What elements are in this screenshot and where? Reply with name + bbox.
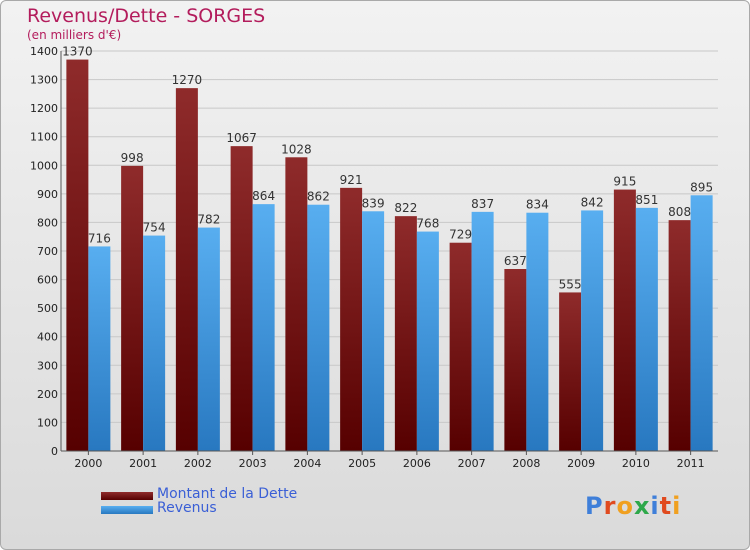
bar-revenus — [88, 246, 111, 451]
proxiti-logo: Proxiti — [585, 492, 682, 520]
bar-dette — [340, 187, 363, 451]
bar-revenus — [362, 211, 385, 451]
y-tick-label: 100 — [37, 416, 58, 429]
y-tick-label: 600 — [37, 274, 58, 287]
x-tick-label: 2000 — [74, 457, 102, 470]
data-label-revenus: 716 — [88, 231, 111, 245]
y-tick-label: 900 — [37, 188, 58, 201]
axes: 0 100 200 300 400 500 600 700 800 900 1000 1100 1200… — [30, 45, 718, 470]
bar-revenus — [307, 204, 330, 451]
y-tick-label: 700 — [37, 245, 58, 258]
data-label-dette: 1028 — [281, 142, 312, 156]
bar-revenus — [471, 211, 494, 451]
y-tick-label: 200 — [37, 388, 58, 401]
bar-revenus — [416, 231, 439, 451]
y-tick-label: 800 — [37, 216, 58, 229]
x-tick-label: 2007 — [458, 457, 486, 470]
bar-revenus — [197, 227, 220, 451]
y-tick-label: 1400 — [30, 45, 58, 58]
x-tick-label: 2003 — [239, 457, 267, 470]
y-tick-label: 500 — [37, 302, 58, 315]
bars — [66, 59, 713, 452]
legend-swatch-revenus — [101, 506, 153, 514]
data-label-dette: 555 — [559, 277, 582, 291]
bar-revenus — [581, 210, 604, 451]
y-tick-label: 1200 — [30, 102, 58, 115]
bar-dette — [121, 165, 144, 451]
gridlines — [61, 50, 718, 452]
data-label-dette: 808 — [668, 205, 691, 219]
x-tick-label: 2008 — [512, 457, 540, 470]
bar-revenus — [143, 235, 166, 451]
data-label-dette: 1067 — [226, 131, 257, 145]
data-label-revenus: 754 — [143, 221, 166, 235]
bar-dette — [394, 216, 417, 451]
x-tick-label: 2011 — [677, 457, 705, 470]
data-label-revenus: 895 — [690, 180, 713, 194]
y-tick-label: 1000 — [30, 159, 58, 172]
y-tick-label: 400 — [37, 331, 58, 344]
data-label-dette: 729 — [449, 228, 472, 242]
data-label-dette: 921 — [340, 173, 363, 187]
y-tick-label: 300 — [37, 359, 58, 372]
bar-revenus — [252, 204, 275, 451]
y-tick-label: 0 — [51, 445, 58, 458]
data-label-dette: 637 — [504, 254, 527, 268]
x-tick-label: 2009 — [567, 457, 595, 470]
data-label-revenus: 851 — [635, 193, 658, 207]
bar-dette — [504, 269, 527, 451]
legend-swatch-dette — [101, 492, 153, 500]
data-label-revenus: 837 — [471, 197, 494, 211]
bar-dette — [66, 59, 89, 451]
legend-label-dette: Montant de la Dette — [157, 486, 298, 502]
x-tick-label: 2004 — [293, 457, 321, 470]
data-label-revenus: 842 — [581, 195, 604, 209]
bar-dette — [559, 292, 582, 451]
x-tick-label: 2005 — [348, 457, 376, 470]
data-label-dette: 998 — [121, 151, 144, 165]
data-label-revenus: 862 — [307, 190, 330, 204]
bar-revenus — [526, 212, 549, 451]
chart-title: Revenus/Dette - SORGES — [27, 5, 266, 27]
bar-dette — [613, 189, 636, 452]
y-tick-label: 1300 — [30, 74, 58, 87]
bar-dette — [668, 220, 691, 451]
y-tick-label: 1100 — [30, 131, 58, 144]
data-label-dette: 1270 — [172, 73, 203, 87]
bar-dette — [230, 146, 253, 451]
data-label-revenus: 834 — [526, 198, 549, 212]
data-label-dette: 915 — [613, 175, 636, 189]
bar-revenus — [635, 207, 658, 451]
x-tick-label: 2001 — [129, 457, 157, 470]
data-labels: 1370 716 998 754 1270 782 1067 864 1028 862 921 839… — [62, 45, 713, 292]
x-tick-label: 2010 — [622, 457, 650, 470]
data-label-revenus: 768 — [416, 217, 439, 231]
data-label-dette: 1370 — [62, 45, 93, 59]
data-label-revenus: 782 — [197, 213, 220, 227]
bar-revenus — [690, 195, 713, 451]
bar-dette — [449, 242, 472, 451]
x-tick-label: 2006 — [403, 457, 431, 470]
data-label-dette: 822 — [394, 201, 417, 215]
legend-label-revenus: Revenus — [157, 500, 217, 516]
data-label-revenus: 864 — [252, 189, 275, 203]
bar-dette — [175, 88, 198, 452]
chart-subtitle: (en milliers d'€) — [27, 28, 122, 42]
bar-dette — [285, 157, 308, 452]
data-label-revenus: 839 — [362, 196, 385, 210]
x-tick-label: 2002 — [184, 457, 212, 470]
